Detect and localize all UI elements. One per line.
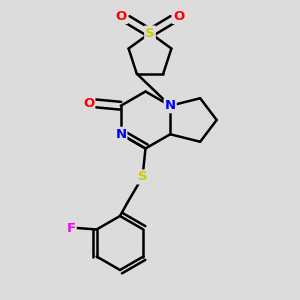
Text: N: N [115,128,126,141]
Text: N: N [165,99,176,112]
Text: S: S [138,170,147,184]
Text: S: S [145,26,155,40]
Text: O: O [83,97,94,110]
Text: O: O [116,10,127,23]
Text: O: O [173,10,184,23]
Text: F: F [67,221,76,235]
